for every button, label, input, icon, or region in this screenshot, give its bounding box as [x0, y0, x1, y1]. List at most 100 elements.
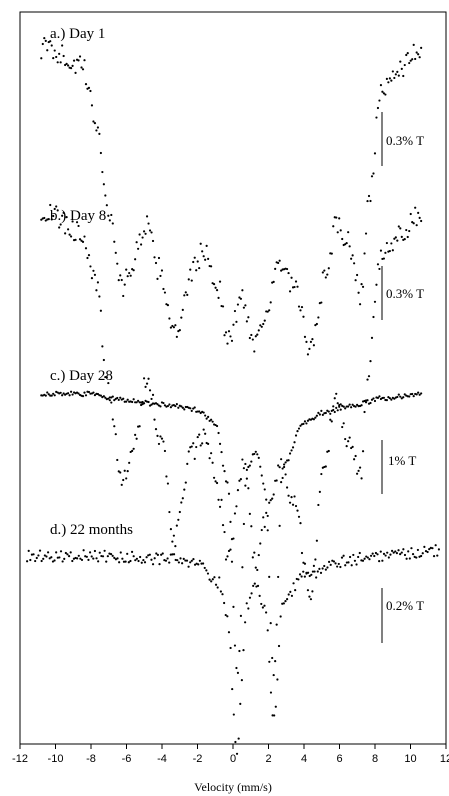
- data-point: [366, 399, 369, 402]
- data-point: [369, 199, 372, 203]
- data-point: [415, 556, 418, 559]
- data-point: [140, 243, 143, 246]
- data-point: [253, 582, 256, 585]
- data-point: [286, 598, 289, 601]
- data-point: [177, 518, 180, 521]
- data-point: [203, 566, 206, 570]
- data-point: [350, 564, 353, 567]
- data-point: [163, 449, 167, 453]
- data-point: [379, 550, 382, 553]
- data-point: [253, 452, 256, 456]
- data-point: [75, 221, 79, 224]
- data-point: [358, 303, 362, 306]
- data-point: [251, 338, 254, 341]
- data-point: [314, 558, 317, 561]
- data-point: [326, 273, 329, 276]
- data-point: [50, 394, 53, 397]
- data-point: [47, 218, 50, 221]
- data-point: [397, 393, 400, 396]
- data-point: [260, 325, 263, 328]
- data-point: [278, 524, 281, 527]
- data-point: [299, 522, 302, 525]
- data-point: [224, 613, 227, 617]
- data-point: [113, 399, 116, 402]
- data-point: [190, 279, 193, 282]
- x-tick-label: -6: [122, 753, 132, 765]
- data-point: [296, 429, 299, 433]
- data-point: [247, 487, 250, 490]
- data-point: [242, 467, 245, 470]
- data-point: [176, 559, 179, 562]
- data-point: [44, 39, 47, 42]
- data-point: [87, 86, 91, 89]
- data-point: [198, 559, 201, 562]
- data-point: [220, 450, 223, 454]
- data-point: [271, 714, 274, 717]
- data-point: [423, 545, 426, 548]
- data-point: [277, 464, 280, 467]
- data-point: [76, 557, 79, 560]
- data-point: [218, 442, 222, 445]
- data-point: [127, 561, 130, 564]
- data-point: [26, 560, 29, 563]
- data-point: [412, 222, 415, 225]
- data-point: [180, 405, 183, 408]
- data-point: [414, 57, 417, 61]
- data-point: [412, 43, 415, 47]
- data-point: [166, 557, 169, 560]
- data-point: [396, 70, 399, 73]
- data-point: [132, 555, 135, 558]
- data-point: [190, 559, 193, 562]
- data-point: [394, 73, 397, 76]
- data-point: [236, 489, 240, 492]
- data-point: [411, 553, 415, 556]
- data-point: [122, 560, 126, 563]
- data-point: [145, 382, 149, 385]
- data-point: [273, 714, 276, 717]
- data-point: [137, 559, 140, 563]
- data-point: [216, 586, 219, 589]
- data-point: [397, 225, 400, 228]
- data-point: [113, 556, 116, 559]
- data-point: [142, 402, 146, 405]
- data-point: [235, 666, 238, 670]
- data-point: [353, 559, 357, 562]
- data-point: [59, 391, 62, 394]
- data-point: [108, 219, 111, 222]
- data-point: [218, 505, 222, 508]
- data-point: [223, 601, 226, 605]
- data-point: [189, 561, 192, 564]
- data-point: [200, 562, 203, 565]
- data-point: [300, 305, 304, 309]
- data-point: [332, 225, 335, 228]
- data-point: [387, 81, 390, 84]
- data-point: [277, 644, 281, 648]
- data-point: [212, 283, 216, 286]
- data-point: [236, 671, 240, 674]
- data-point: [382, 552, 386, 555]
- data-point: [363, 557, 366, 560]
- data-point: [142, 558, 145, 562]
- data-point: [205, 569, 208, 572]
- data-point: [290, 276, 293, 279]
- data-point: [395, 552, 399, 555]
- data-point: [424, 549, 428, 553]
- data-point: [208, 457, 211, 460]
- data-point: [291, 446, 295, 449]
- data-point: [227, 492, 231, 495]
- data-point: [310, 573, 313, 576]
- data-point: [229, 548, 232, 551]
- data-point: [151, 239, 155, 243]
- data-point: [277, 261, 280, 265]
- data-point: [63, 557, 66, 560]
- data-point: [74, 238, 77, 241]
- data-point: [250, 592, 253, 595]
- data-point: [185, 559, 189, 562]
- data-point: [242, 649, 245, 652]
- data-point: [241, 458, 244, 461]
- data-point: [327, 560, 331, 563]
- data-point: [67, 64, 70, 67]
- data-point: [172, 326, 175, 329]
- data-point: [239, 297, 243, 300]
- data-point: [86, 256, 89, 260]
